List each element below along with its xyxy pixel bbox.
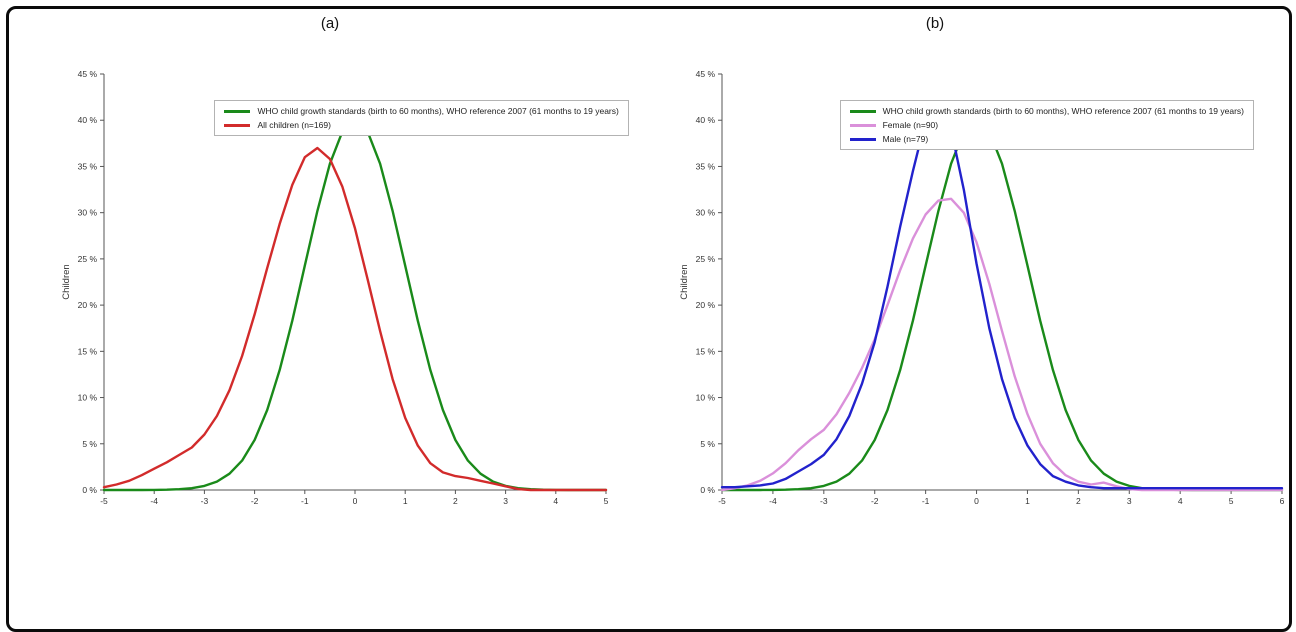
svg-text:15 %: 15 % — [696, 346, 716, 356]
legend-item: All children (n=169) — [224, 120, 618, 130]
svg-text:35 %: 35 % — [696, 161, 716, 171]
legend-swatch — [849, 109, 876, 113]
svg-text:-4: -4 — [769, 496, 777, 506]
svg-text:1: 1 — [403, 496, 408, 506]
svg-text:-1: -1 — [922, 496, 930, 506]
svg-text:-3: -3 — [820, 496, 828, 506]
svg-text:45 %: 45 % — [78, 69, 98, 79]
svg-text:5: 5 — [604, 496, 609, 506]
series-line-b-2 — [720, 100, 1284, 490]
svg-text:4: 4 — [553, 496, 558, 506]
svg-text:0 %: 0 % — [82, 485, 97, 495]
svg-text:-5: -5 — [100, 496, 108, 506]
svg-text:15 %: 15 % — [78, 346, 98, 356]
svg-text:3: 3 — [503, 496, 508, 506]
svg-text:-1: -1 — [301, 496, 309, 506]
svg-text:20 %: 20 % — [696, 300, 716, 310]
svg-text:-2: -2 — [251, 496, 259, 506]
chart-panel-a: 0 % 5 % 10 % 15 % 20 % 25 % 30 % 35 % 40 % 45 % -5… — [58, 66, 629, 516]
svg-text:3: 3 — [1127, 496, 1132, 506]
svg-text:10 %: 10 % — [696, 393, 716, 403]
series-line-a-0 — [102, 119, 608, 492]
legend-label: WHO child growth standards (birth to 60 … — [882, 106, 1244, 116]
y-axis-label: Children — [61, 264, 72, 299]
series-line-b-0 — [720, 119, 1284, 492]
svg-text:35 %: 35 % — [78, 161, 98, 171]
legend-label: Male (n=79) — [882, 134, 929, 144]
svg-text:1: 1 — [1025, 496, 1030, 506]
legend-swatch — [224, 109, 251, 113]
svg-text:30 %: 30 % — [78, 208, 98, 218]
svg-text:45 %: 45 % — [696, 69, 716, 79]
svg-text:25 %: 25 % — [78, 254, 98, 264]
svg-text:5 %: 5 % — [700, 439, 715, 449]
svg-text:-3: -3 — [201, 496, 209, 506]
svg-text:10 %: 10 % — [78, 393, 98, 403]
chart-canvas-b: 0 % 5 % 10 % 15 % 20 % 25 % 30 % 35 % 40 % 45 % -5… — [679, 69, 1285, 506]
legend-label: All children (n=169) — [257, 120, 331, 130]
svg-text:0: 0 — [353, 496, 358, 506]
svg-text:2: 2 — [1076, 496, 1081, 506]
legend-swatch — [849, 123, 876, 127]
svg-text:4: 4 — [1178, 496, 1183, 506]
legend-item: WHO child growth standards (birth to 60 … — [224, 106, 619, 116]
panel-a-title: (a) — [320, 15, 340, 32]
svg-text:2: 2 — [453, 496, 458, 506]
svg-text:-5: -5 — [718, 496, 726, 506]
legend-label: Female (n=90) — [882, 120, 939, 130]
svg-text:-4: -4 — [150, 496, 158, 506]
svg-text:0 %: 0 % — [700, 485, 715, 495]
series-line-b-1 — [720, 197, 1284, 492]
axis-tick-labels: 0 % 5 % 10 % 15 % 20 % 25 % 30 % 35 % 40 % 45 % -5… — [679, 69, 1285, 506]
chart-canvas-a: 0 % 5 % 10 % 15 % 20 % 25 % 30 % 35 % 40 % 45 % -5… — [61, 69, 609, 506]
svg-text:40 %: 40 % — [78, 115, 98, 125]
series-line-a-1 — [102, 146, 608, 492]
svg-text:20 %: 20 % — [78, 300, 98, 310]
svg-text:25 %: 25 % — [696, 254, 716, 264]
legend-label: WHO child growth standards (birth to 60 … — [257, 106, 619, 116]
panel-b-title: (b) — [925, 15, 945, 32]
legend-swatch — [849, 137, 876, 141]
axes — [100, 73, 607, 494]
svg-text:0: 0 — [974, 496, 979, 506]
svg-text:40 %: 40 % — [696, 115, 716, 125]
legend: WHO child growth standards (birth to 60 … — [214, 100, 629, 136]
svg-text:5: 5 — [1229, 496, 1234, 506]
legend-item: WHO child growth standards (birth to 60 … — [849, 106, 1244, 116]
svg-text:6: 6 — [1280, 496, 1285, 506]
legend-swatch — [224, 123, 251, 127]
svg-text:30 %: 30 % — [696, 208, 716, 218]
svg-text:5 %: 5 % — [82, 439, 97, 449]
axis-tick-labels: 0 % 5 % 10 % 15 % 20 % 25 % 30 % 35 % 40 % 45 % -5… — [61, 69, 609, 506]
y-axis-label: Children — [679, 264, 690, 299]
legend: WHO child growth standards (birth to 60 … — [839, 100, 1254, 150]
chart-panel-b: 0 % 5 % 10 % 15 % 20 % 25 % 30 % 35 % 40 % 45 % -5… — [676, 66, 1290, 516]
svg-text:-2: -2 — [871, 496, 879, 506]
legend-item: Female (n=90) — [849, 120, 1244, 130]
legend-item: Male (n=79) — [849, 134, 1244, 144]
